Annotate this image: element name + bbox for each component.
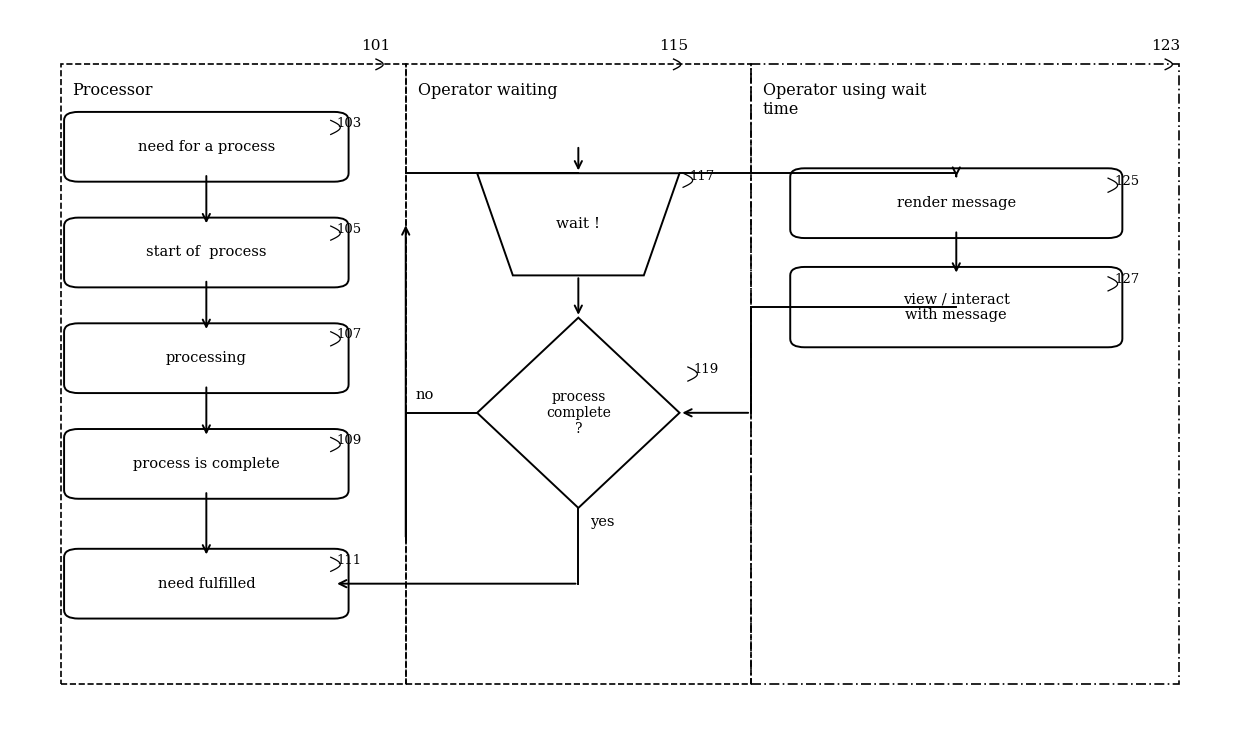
Text: need for a process: need for a process bbox=[138, 139, 275, 154]
Text: 103: 103 bbox=[337, 117, 362, 130]
Text: processing: processing bbox=[166, 351, 247, 366]
Bar bbox=[751, 64, 1179, 684]
Text: Operator waiting: Operator waiting bbox=[418, 81, 557, 98]
Text: Processor: Processor bbox=[72, 81, 153, 98]
Text: 127: 127 bbox=[1114, 273, 1140, 286]
Text: 119: 119 bbox=[694, 363, 719, 377]
Text: 115: 115 bbox=[658, 40, 688, 54]
Text: wait !: wait ! bbox=[557, 217, 600, 231]
Text: no: no bbox=[415, 388, 434, 402]
Text: 101: 101 bbox=[361, 40, 391, 54]
Text: start of  process: start of process bbox=[146, 245, 267, 260]
Text: process is complete: process is complete bbox=[133, 457, 280, 471]
Text: need fulfilled: need fulfilled bbox=[157, 577, 255, 591]
Text: 107: 107 bbox=[337, 328, 362, 341]
Text: Operator using wait
time: Operator using wait time bbox=[763, 81, 926, 118]
Text: 117: 117 bbox=[689, 170, 714, 183]
Text: 105: 105 bbox=[337, 222, 362, 236]
Bar bbox=[61, 64, 405, 684]
Text: 125: 125 bbox=[1114, 175, 1140, 188]
Text: yes: yes bbox=[590, 515, 615, 529]
Text: 123: 123 bbox=[1151, 40, 1179, 54]
Text: 111: 111 bbox=[337, 553, 362, 567]
Text: view / interact
with message: view / interact with message bbox=[903, 292, 1009, 322]
Bar bbox=[405, 64, 751, 684]
Text: render message: render message bbox=[897, 196, 1016, 210]
Text: 109: 109 bbox=[337, 434, 362, 447]
Text: process
complete
?: process complete ? bbox=[546, 390, 611, 436]
